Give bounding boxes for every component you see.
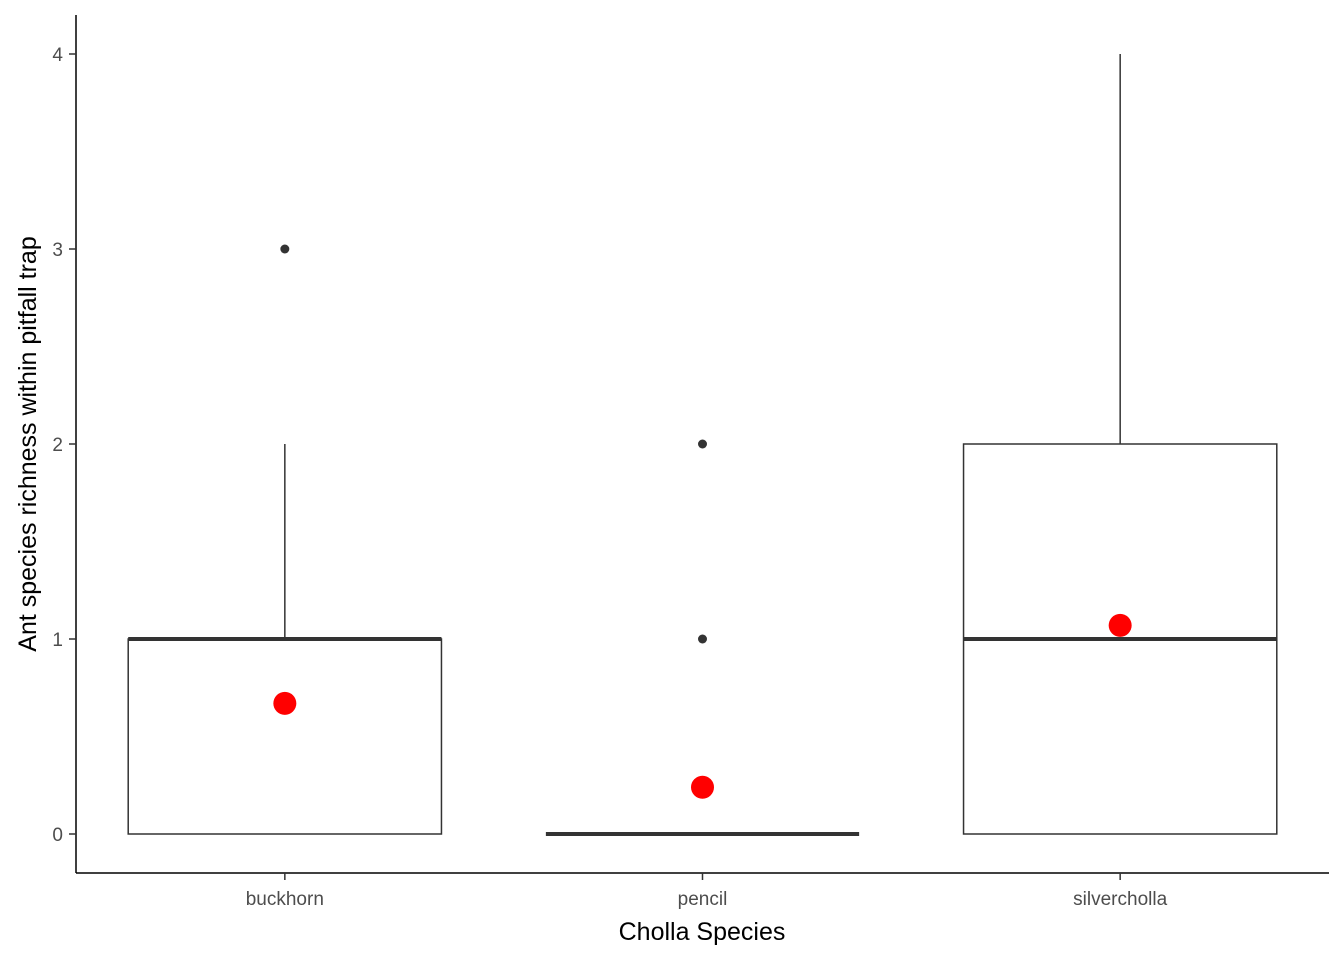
x-axis-title: Cholla Species [619, 918, 786, 946]
x-tick-label: silvercholla [1073, 889, 1167, 910]
mean-point [1108, 613, 1132, 637]
x-axis: buckhorn pencil silvercholla [246, 873, 1168, 910]
mean-point [691, 775, 714, 799]
plot-marks [127, 54, 1278, 836]
outlier-point [698, 634, 707, 644]
y-tick-label: 2 [52, 435, 63, 456]
box-silvercholla [962, 54, 1278, 835]
outlier-point [698, 439, 707, 449]
y-tick-label: 4 [52, 45, 63, 66]
outlier-point [280, 244, 290, 254]
x-tick-label: buckhorn [246, 889, 324, 910]
y-tick-label: 0 [52, 825, 63, 846]
box-buckhorn [127, 244, 443, 835]
y-tick-label: 1 [52, 630, 63, 651]
y-tick-label: 3 [52, 240, 63, 261]
box-iqr [127, 638, 443, 835]
box-pencil [545, 439, 860, 836]
x-tick-label: pencil [678, 889, 728, 910]
mean-point [273, 691, 297, 715]
y-axis: 0 1 2 3 4 [52, 45, 76, 846]
y-axis-title: Ant species richness within pitfall trap [14, 236, 42, 651]
